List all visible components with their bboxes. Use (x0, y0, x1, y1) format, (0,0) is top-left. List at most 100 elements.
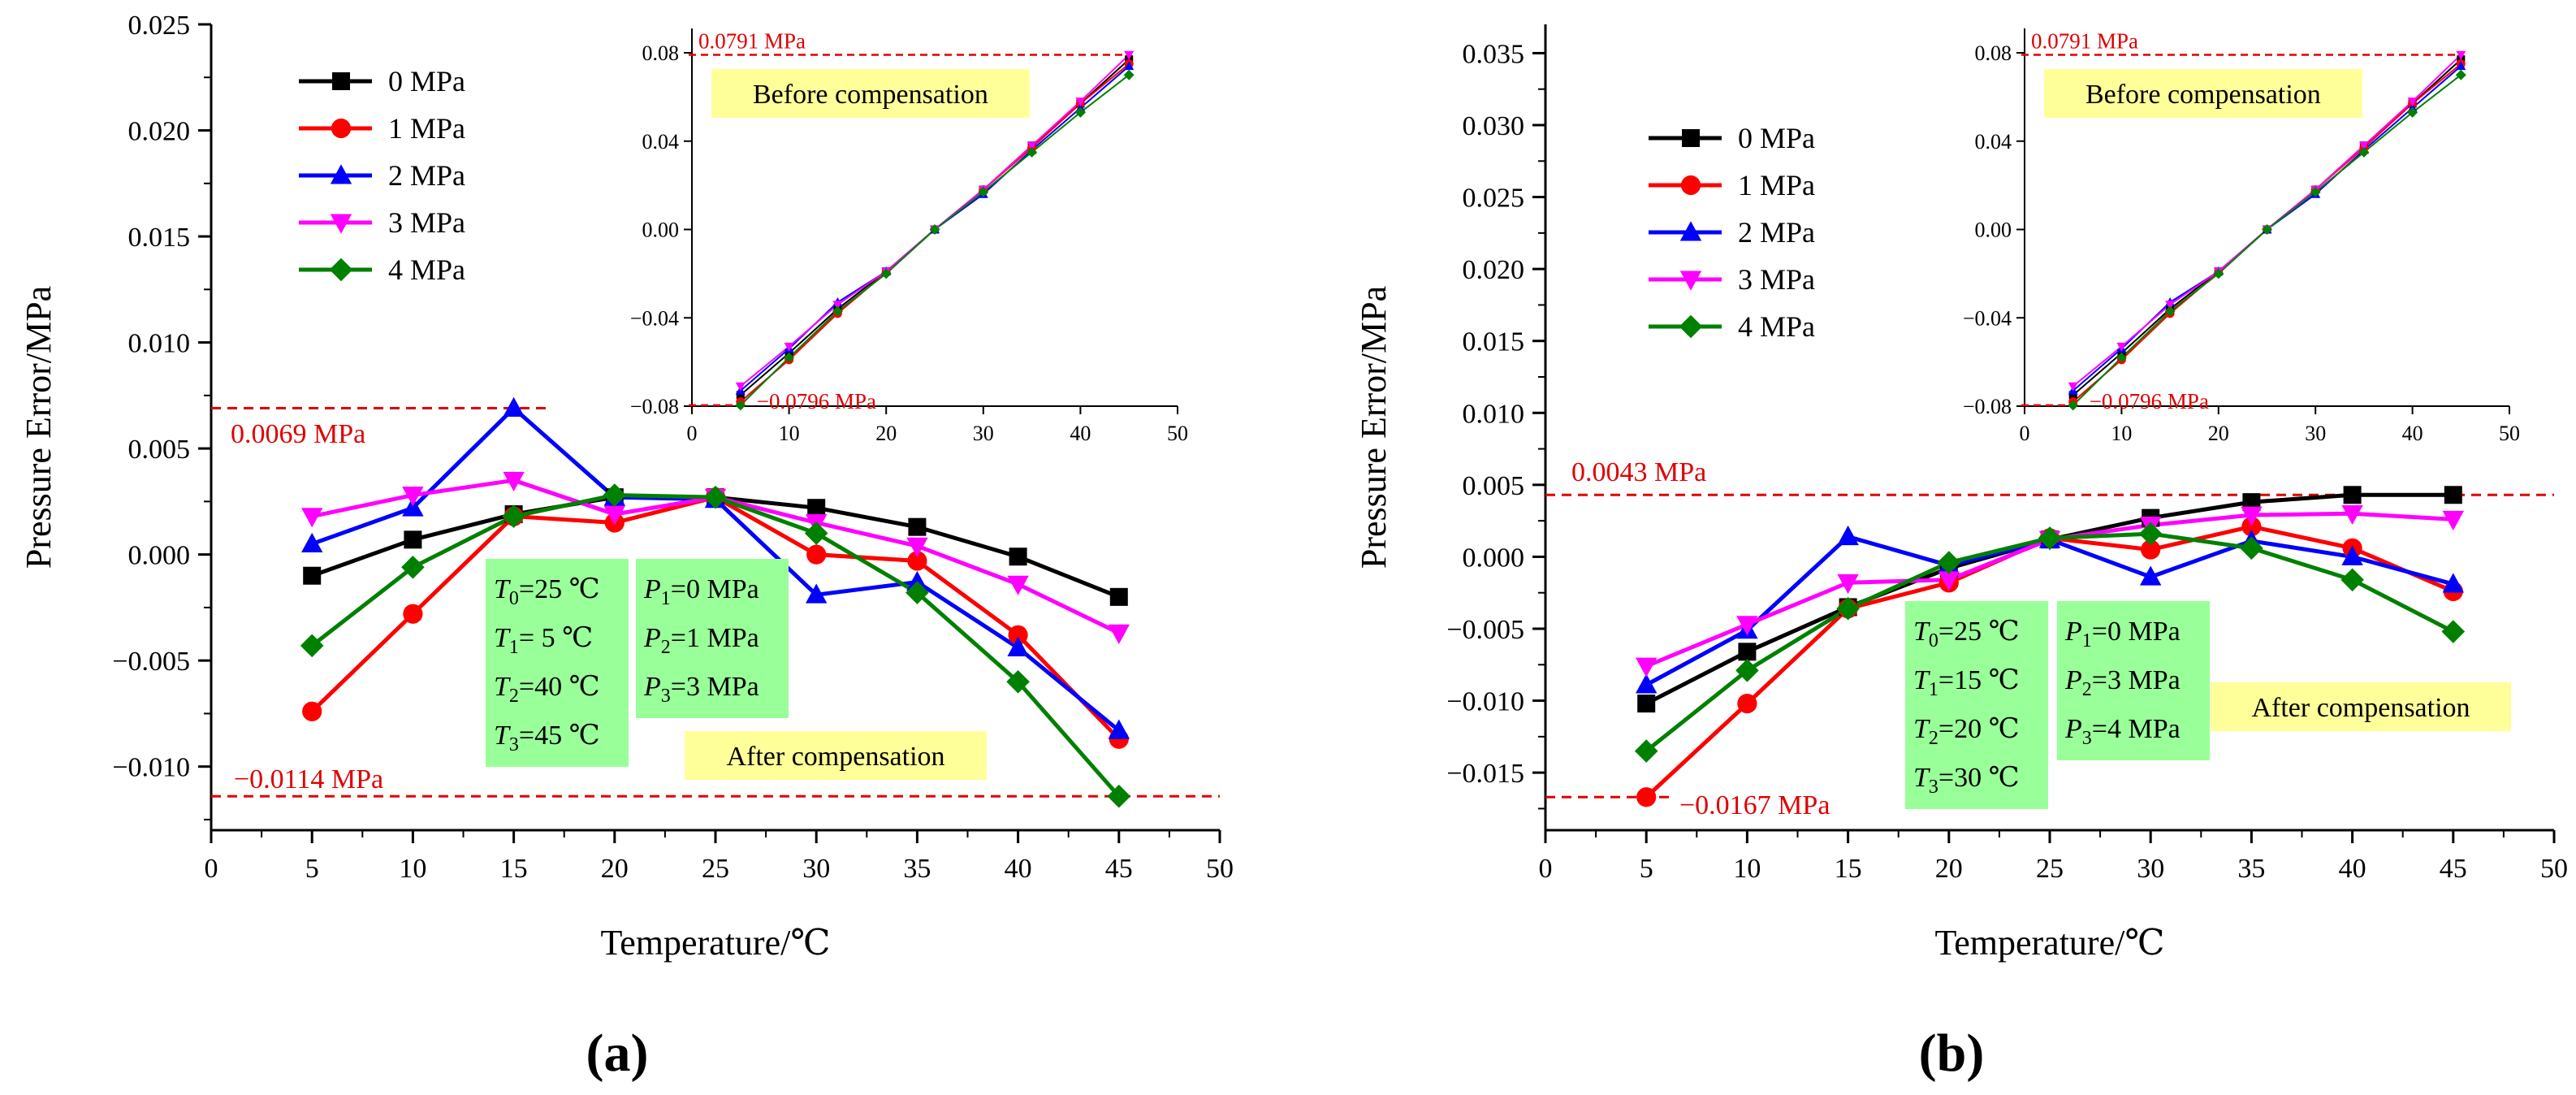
panel-b-inset-point-4-mpa (2262, 224, 2272, 235)
panel-b-inset-point-3-mpa (2165, 301, 2176, 310)
panel-b-inset-point-4-mpa (2358, 146, 2370, 158)
panel-b-legend-marker (1679, 221, 1702, 241)
panel-a-inset-point-0-mpa (736, 391, 745, 400)
panel-b-legend-marker (1679, 271, 1702, 291)
panel-a-x-tick-label: 0 (205, 854, 218, 884)
panel-a-inset-point-2-mpa (1124, 61, 1135, 71)
panel-b-point-3-mpa (1837, 573, 1859, 595)
panel-b-inset-title: Before compensation (2085, 80, 2321, 110)
panel-a-legend-marker (329, 258, 353, 282)
panel-b-inset: 0 10 20 30 40 50 −0.08 −0.04 0.00 0.04 0.08 0.0791 … (1963, 28, 2520, 445)
panel-a-x-tick-label: 15 (500, 854, 528, 884)
panel-b-y-axis-label: Pressure Error/MPa (1354, 286, 1394, 569)
panel-a-point-4-mpa (703, 485, 728, 509)
panel-a-x-tick-label: 50 (1206, 854, 1234, 884)
panel-b-point-2-mpa (2341, 545, 2363, 565)
panel-b-temperature-box (1905, 601, 2048, 809)
panel-b-inset-point-4-mpa (2407, 106, 2418, 118)
panel-b-y-tick-label: 0.000 (1463, 543, 1525, 573)
panel-a-temperature-condition: T3=45 ℃ (494, 721, 600, 755)
panel-b-y-tick-label: 0.015 (1463, 327, 1525, 357)
panel-b-inset-point-3-mpa (2456, 50, 2466, 60)
panel-b-point-4-mpa (1836, 596, 1860, 621)
panel-b-y-tick-label: 0.035 (1463, 39, 1525, 69)
panel-b-x-tick-label: 35 (2237, 854, 2265, 884)
panel-a-x-tick-label: 10 (399, 854, 426, 884)
panel-b-reference-label: 0.0043 MPa (1571, 457, 1706, 487)
panel-a-reference-label: −0.0114 MPa (234, 764, 383, 794)
panel-a-y-tick-label: 0.015 (128, 223, 191, 253)
panel-a-inset-x-tick-label: 0 (687, 422, 698, 445)
panel-b-series-line-2-mpa (1645, 534, 2454, 687)
panel-a-point-3-mpa (301, 508, 323, 528)
panel-a-inset-point-3-mpa (832, 301, 843, 310)
panel-b-legend-label: 2 MPa (1738, 216, 1815, 249)
panel-b-point-4-mpa (1735, 659, 1759, 682)
panel-a-inset-point-3-mpa (1027, 141, 1037, 151)
panel-a-legend-label: 4 MPa (388, 253, 465, 286)
panel-a-y-axis-label: Pressure Error/MPa (19, 286, 58, 569)
panel-b-inset-y-tick-label: 0.08 (1975, 41, 2012, 65)
panel-a-point-4-mpa (603, 483, 627, 507)
panel-a-legend-label: 3 MPa (388, 206, 465, 239)
panel-a-reference-label: 0.0069 MPa (231, 419, 365, 449)
panel-a-inset-point-4-mpa (784, 352, 795, 363)
panel-b-x-tick-label: 30 (2137, 854, 2164, 884)
panel-a-inset-x-tick-label: 10 (779, 422, 800, 445)
panel-a-inset-point-3-mpa (1075, 97, 1086, 107)
panel-a-inset-x-tick-label: 30 (973, 422, 994, 445)
panel-a-point-2-mpa (1007, 636, 1029, 656)
panel-b-reference-label: −0.0167 MPa (1679, 790, 1830, 820)
panel-b-inset-point-0-mpa (2068, 391, 2077, 400)
panel-a-legend-marker (330, 164, 352, 184)
panel-a-inset-x-tick-label: 20 (875, 422, 897, 445)
panel-a-legend-marker (331, 118, 352, 139)
panel-a-legend-marker (330, 214, 352, 234)
panel-a-inset-point-4-mpa (978, 186, 989, 197)
panel-a-point-2-mpa (503, 396, 525, 417)
panel-b-inset-point-4-mpa (2164, 305, 2176, 317)
panel-b-point-2-mpa (1837, 525, 1859, 546)
panel-a-inset-x-tick-label: 40 (1070, 422, 1091, 445)
panel-b-point-3-mpa (1938, 571, 1960, 591)
panel-a-inset: 0 10 20 30 40 50 −0.08 −0.04 0.00 0.04 0.08 0.0791 … (630, 28, 1188, 445)
panel-b-point-2-mpa (1636, 673, 1658, 694)
panel-b-legend-label: 4 MPa (1738, 310, 1815, 343)
panel-b-inset-x-tick-label: 30 (2305, 422, 2326, 445)
panel-b-x-tick-label: 25 (2036, 854, 2064, 884)
panel-a-point-3-mpa (503, 471, 525, 492)
panel-a-point-3-mpa (1108, 624, 1130, 644)
panel-b-x-tick-label: 20 (1935, 854, 1963, 884)
panel-a-pressure-box (636, 559, 789, 718)
panel-a-temperature-condition: T0=25 ℃ (494, 574, 600, 609)
panel-b-inset-x-tick-label: 50 (2499, 422, 2520, 445)
panel-b-y-tick-label: 0.005 (1463, 471, 1525, 501)
panel-label-a: (a) (586, 1024, 649, 1083)
panel-b-inset-y-tick-label: −0.04 (1963, 306, 2012, 330)
panel-a: 0 5 10 15 20 25 30 35 40 45 50−0.010−0.0050.0000.0… (19, 11, 1234, 963)
panel-b-x-tick-label: 5 (1640, 854, 1653, 884)
panel-b-x-tick-label: 40 (2339, 854, 2366, 884)
panel-a-x-tick-label: 5 (305, 854, 319, 884)
panel-b-inset-y-tick-label: −0.08 (1963, 395, 2012, 418)
panel-b-inset-point-4-mpa (2116, 352, 2127, 363)
panel-a-legend-label: 1 MPa (388, 112, 465, 145)
panel-b-temperature-condition: T2=20 ℃ (1913, 714, 2020, 749)
panel-a-point-2-mpa (1108, 719, 1130, 739)
panel-b-pressure-condition: P3=4 MPa (2064, 714, 2181, 749)
panel-b-legend-marker (1680, 175, 1701, 196)
panel-b-inset-y-tick-label: 0.00 (1975, 219, 2012, 242)
panel-b-point-1-mpa (2241, 517, 2262, 537)
panel-b-y-tick-label: −0.015 (1446, 759, 1524, 789)
panel-b-x-tick-label: 10 (1733, 854, 1761, 884)
panel-a-point-0-mpa (1109, 587, 1128, 606)
panel-b-point-4-mpa (2138, 522, 2163, 546)
panel-a-inset-point-3-mpa (735, 382, 746, 392)
panel-a-inset-point-4-mpa (929, 224, 940, 235)
panel-b-point-0-mpa (1738, 643, 1757, 661)
panel-b-inset-x-tick-label: 10 (2111, 422, 2132, 445)
panel-a-temperature-box (486, 559, 629, 767)
panel-b-point-4-mpa (2441, 620, 2466, 643)
panel-a-point-2-mpa (906, 570, 928, 591)
panel-a-point-1-mpa (907, 551, 927, 571)
